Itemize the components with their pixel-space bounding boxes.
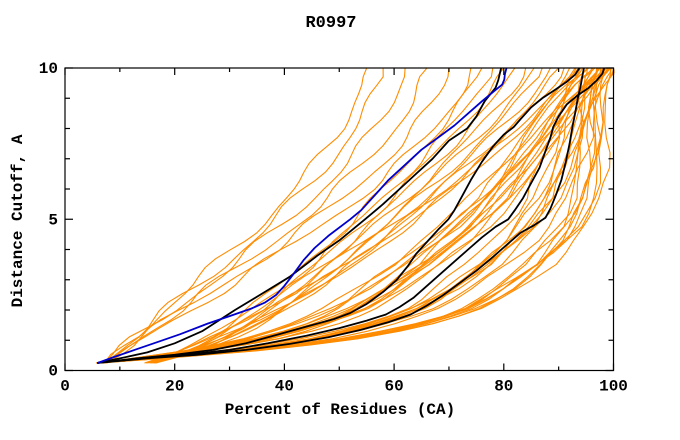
x-tick-label: 0 [60, 378, 70, 396]
orange-model-curve [154, 67, 565, 364]
plot-frame [64, 67, 615, 372]
orange-model-curve [144, 67, 483, 364]
orange-model-curve [145, 67, 494, 364]
x-tick-label: 100 [599, 378, 628, 396]
orange-model-curve [151, 67, 543, 364]
orange-model-curve [98, 67, 590, 364]
orange-model-curve [104, 67, 368, 364]
y-tick-label: 5 [48, 211, 58, 229]
orange-model-curve [149, 67, 527, 364]
orange-model-curve [155, 67, 576, 364]
x-axis-label: Percent of Residues (CA) [225, 401, 455, 419]
y-tick-label: 0 [48, 363, 58, 381]
x-tick-label: 40 [275, 378, 294, 396]
orange-model-curve [96, 67, 609, 364]
orange-model-curve [106, 67, 472, 364]
orange-model-curve [97, 67, 613, 364]
orange-model-curve [98, 67, 615, 364]
orange-model-curve [97, 67, 588, 364]
orange-model-curve [96, 67, 611, 364]
orange-model-curve [104, 67, 384, 364]
y-tick-label: 10 [39, 60, 58, 78]
blue-curve [97, 67, 508, 364]
orange-model-curve [98, 67, 604, 364]
orange-model-curve [97, 68, 615, 364]
x-tick-label: 60 [384, 378, 403, 396]
black-curve-1 [97, 67, 502, 364]
orange-model-curve [105, 67, 428, 364]
chart-title: R0997 [305, 14, 356, 33]
orange-model-curve [97, 67, 588, 364]
orange-model-curve [96, 67, 584, 364]
axis-ticks [64, 67, 615, 372]
y-axis-label: Distance Cutoff, A [9, 134, 27, 307]
orange-model-curve [97, 67, 606, 364]
black-curve-4 [97, 67, 585, 364]
curves-layer [96, 67, 615, 364]
x-tick-label: 20 [165, 378, 184, 396]
orange-model-curve [153, 67, 560, 364]
orange-model-curve [106, 67, 450, 364]
x-tick-label: 80 [494, 378, 513, 396]
black-curve-2 [97, 67, 581, 364]
axes-frame [64, 67, 615, 372]
axis-tick-labels: 0 20 40 60 80 100 0 5 10 [39, 60, 628, 396]
black-curve-3 [97, 67, 606, 364]
